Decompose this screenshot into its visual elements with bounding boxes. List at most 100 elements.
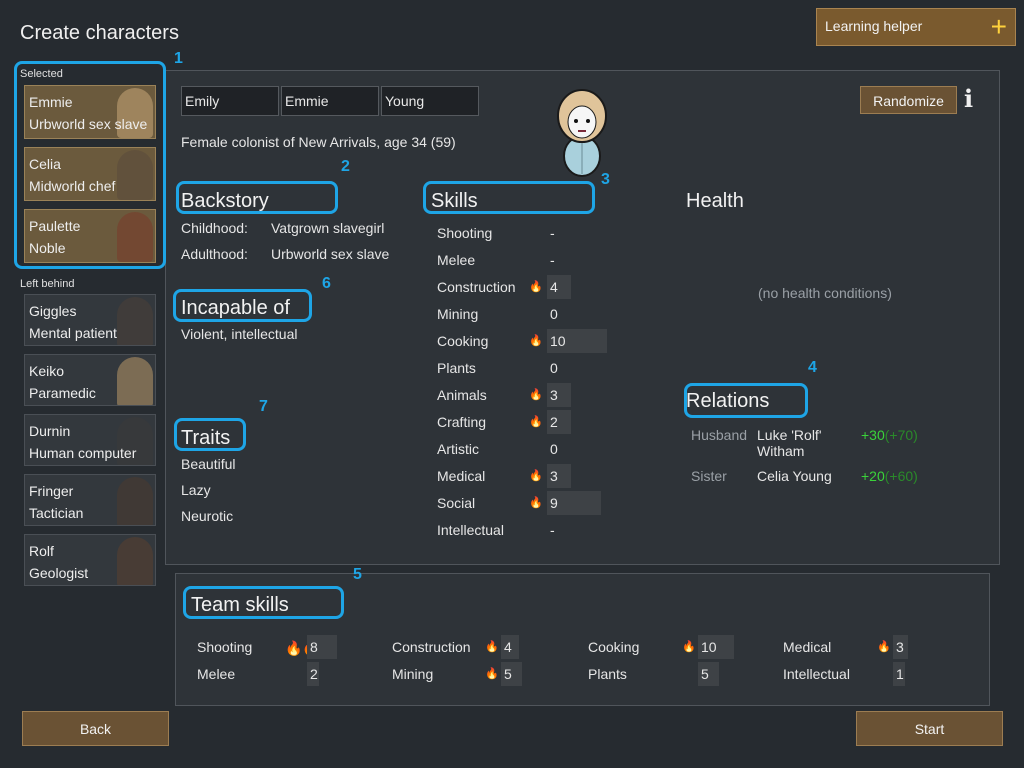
randomize-button[interactable]: Randomize: [860, 86, 957, 114]
pawn-card[interactable]: Keiko Paramedic: [24, 354, 156, 406]
skill-value: 3: [547, 383, 571, 407]
pawn-role: Geologist: [29, 565, 89, 581]
skill-value: -: [550, 225, 555, 241]
annotation-box-relations: [684, 383, 808, 418]
team-skill-name: Construction: [392, 639, 471, 655]
pawn-portrait: [117, 212, 153, 262]
annotation-box-team-skills: [183, 586, 344, 619]
passion-flame-icon: 🔥: [529, 497, 543, 509]
pawn-portrait: [117, 537, 153, 585]
relation-type: Sister: [691, 468, 727, 484]
pawn-role: Paramedic: [29, 385, 96, 401]
pawn-portrait: [117, 417, 153, 465]
skill-value: 0: [550, 306, 558, 322]
skill-value: 3: [547, 464, 571, 488]
colonist-portrait: [557, 89, 607, 177]
pawn-role: Human computer: [29, 445, 137, 461]
last-name-input[interactable]: Young: [381, 86, 479, 116]
first-name-input[interactable]: Emily: [181, 86, 279, 116]
team-skill-name: Shooting: [197, 639, 253, 655]
adulthood-label: Adulthood:: [181, 246, 248, 262]
skill-name: Animals: [437, 387, 487, 403]
skill-name: Medical: [437, 468, 486, 484]
team-skill-value: 4: [501, 635, 519, 659]
relation-opinion: +20(+60): [861, 468, 918, 484]
pawn-name: Durnin: [29, 423, 71, 439]
relations-header: Relations: [686, 390, 770, 412]
pawn-card[interactable]: Durnin Human computer: [24, 414, 156, 466]
trait-item[interactable]: Neurotic: [181, 508, 234, 524]
pawn-card[interactable]: Emmie Urbworld sex slave: [24, 85, 156, 139]
pawn-card[interactable]: Paulette Noble: [24, 209, 156, 263]
pawn-name: Keiko: [29, 363, 65, 379]
adulthood-value[interactable]: Urbworld sex slave: [271, 246, 390, 262]
trait-item[interactable]: Lazy: [181, 482, 211, 498]
traits-header: Traits: [181, 427, 231, 449]
childhood-value[interactable]: Vatgrown slavegirl: [271, 220, 385, 236]
pawn-name: Paulette: [29, 218, 81, 234]
relation-name: Luke 'Rolf' Witham: [757, 427, 822, 459]
passion-flame-icon: 🔥: [485, 641, 499, 653]
pawn-name: Rolf: [29, 543, 54, 559]
pawn-card[interactable]: Rolf Geologist: [24, 534, 156, 586]
nickname-input[interactable]: Emmie: [281, 86, 379, 116]
plus-icon: +: [990, 11, 1007, 42]
relation-name: Celia Young: [757, 468, 832, 484]
annotation-box-incapable: [173, 289, 312, 322]
annotation-box-skills: [423, 181, 595, 214]
skill-name: Artistic: [437, 441, 479, 457]
passion-flame-icon: 🔥: [529, 335, 543, 347]
relation-opinion-value: +20: [861, 468, 885, 484]
relation-opinion-other: (+60): [884, 468, 918, 484]
pawn-card[interactable]: Fringer Tactician: [24, 474, 156, 526]
skill-name: Plants: [437, 360, 476, 376]
annotation-box-backstory: [176, 181, 338, 214]
skills-header: Skills: [431, 190, 478, 212]
skill-name: Social: [437, 495, 476, 511]
passion-flame-icon: 🔥: [485, 668, 499, 680]
skill-value: 4: [547, 275, 571, 299]
pawn-portrait: [117, 88, 153, 138]
backstory-header: Backstory: [181, 190, 269, 212]
skill-name: Intellectual: [437, 522, 504, 538]
annotation-number: 1: [174, 50, 183, 67]
colonist-description: Female colonist of New Arrivals, age 34 …: [181, 134, 456, 150]
selected-label: Selected: [20, 68, 63, 80]
skill-name: Cooking: [437, 333, 489, 349]
pawn-name: Emmie: [29, 94, 73, 110]
team-skill-value: 10: [698, 635, 734, 659]
annotation-number: 2: [341, 158, 350, 175]
back-button[interactable]: Back: [22, 711, 169, 746]
learning-helper-button[interactable]: Learning helper +: [816, 8, 1016, 46]
team-skill-name: Medical: [783, 639, 832, 655]
pawn-card[interactable]: Giggles Mental patient: [24, 294, 156, 346]
skill-name: Construction: [437, 279, 516, 295]
team-skill-value: 5: [501, 662, 522, 686]
incapable-header: Incapable of: [181, 297, 290, 319]
team-skill-value: 2: [307, 662, 319, 686]
trait-item[interactable]: Beautiful: [181, 456, 236, 472]
pawn-name: Celia: [29, 156, 61, 172]
team-skill-name: Cooking: [588, 639, 640, 655]
skill-value: 2: [547, 410, 571, 434]
skill-value: -: [550, 252, 555, 268]
annotation-number: 6: [322, 275, 331, 292]
annotation-box-pawns: [14, 61, 166, 269]
annotation-number: 7: [259, 398, 268, 415]
start-button[interactable]: Start: [856, 711, 1003, 746]
pawn-role: Midworld chef: [29, 178, 116, 194]
relation-opinion: +30(+70): [861, 427, 918, 443]
annotation-number: 5: [353, 566, 362, 583]
pawn-card[interactable]: Celia Midworld chef: [24, 147, 156, 201]
team-skill-value: 1: [893, 662, 905, 686]
pawn-portrait: [117, 357, 153, 405]
pawn-role: Mental patient: [29, 325, 117, 341]
info-icon[interactable]: i: [964, 84, 974, 113]
pawn-name: Fringer: [29, 483, 74, 499]
passion-flame-icon: 🔥: [529, 470, 543, 482]
passion-flame-icon: 🔥: [529, 416, 543, 428]
team-skill-name: Intellectual: [783, 666, 850, 682]
team-skill-value: 5: [698, 662, 719, 686]
childhood-label: Childhood:: [181, 220, 248, 236]
incapable-value: Violent, intellectual: [181, 326, 298, 342]
